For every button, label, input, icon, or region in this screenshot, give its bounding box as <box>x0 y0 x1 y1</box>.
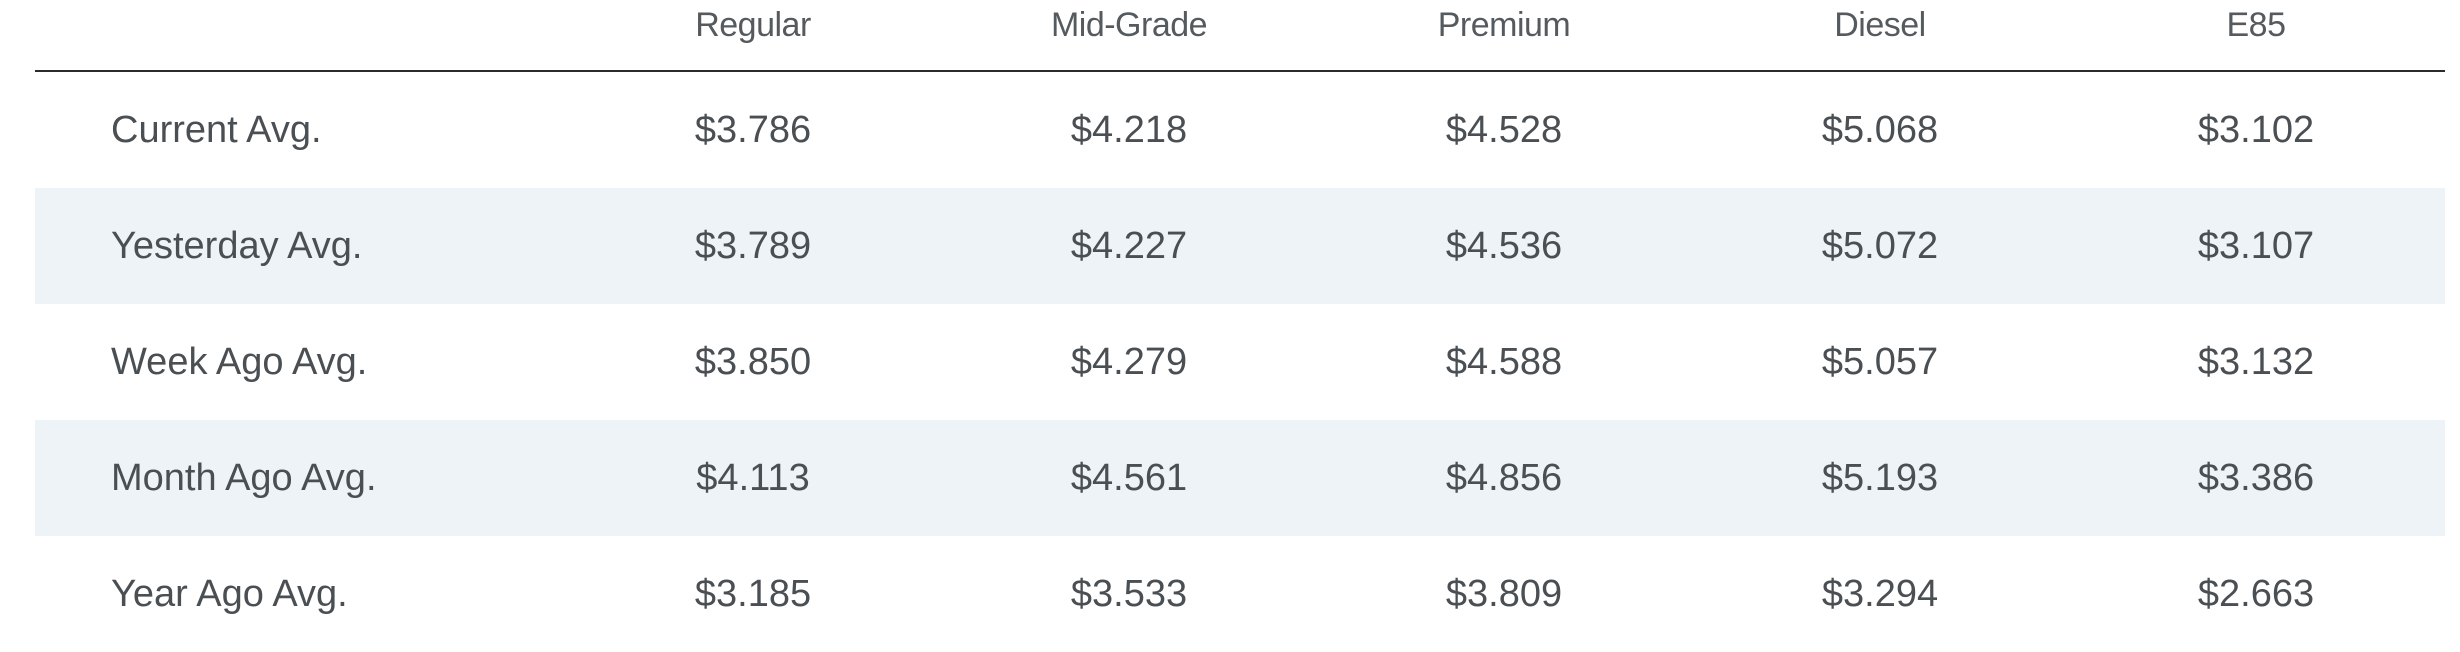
row-label: Year Ago Avg. <box>111 573 348 615</box>
row-label: Yesterday Avg. <box>111 225 363 267</box>
price-cell: $4.218 <box>1070 109 1188 151</box>
table-row: Year Ago Avg. $3.185 $3.533 $3.809 $3.29… <box>35 536 2445 652</box>
row-label: Month Ago Avg. <box>111 457 377 499</box>
price-cell: $3.786 <box>694 109 812 151</box>
column-header-diesel: Diesel <box>1834 6 1926 44</box>
table-row: Month Ago Avg. $4.113 $4.561 $4.856 $5.1… <box>35 420 2445 536</box>
price-cell: $3.107 <box>2197 225 2315 267</box>
price-cell: $4.561 <box>1070 457 1188 499</box>
price-cell: $3.809 <box>1445 573 1563 615</box>
price-cell: $4.279 <box>1070 341 1188 383</box>
price-cell: $5.068 <box>1821 109 1939 151</box>
table-header: Regular Mid-Grade Premium Diesel E85 <box>35 0 2445 72</box>
price-cell: $3.386 <box>2197 457 2315 499</box>
column-header-regular: Regular <box>695 6 811 44</box>
table-row: Yesterday Avg. $3.789 $4.227 $4.536 $5.0… <box>35 188 2445 304</box>
price-cell: $3.102 <box>2197 109 2315 151</box>
row-label: Current Avg. <box>111 109 322 151</box>
price-cell: $4.113 <box>696 457 810 499</box>
table-row: Week Ago Avg. $3.850 $4.279 $4.588 $5.05… <box>35 304 2445 420</box>
price-cell: $3.294 <box>1821 573 1939 615</box>
column-header-mid-grade: Mid-Grade <box>1050 6 1208 44</box>
gas-price-table: Regular Mid-Grade Premium Diesel E85 Cur… <box>35 0 2445 652</box>
price-cell: $5.072 <box>1821 225 1939 267</box>
price-cell: $4.588 <box>1445 341 1563 383</box>
price-cell: $4.528 <box>1445 109 1563 151</box>
price-cell: $3.132 <box>2197 341 2315 383</box>
price-cell: $3.789 <box>694 225 812 267</box>
price-cell: $4.536 <box>1445 225 1563 267</box>
column-header-premium: Premium <box>1437 6 1571 44</box>
row-label: Week Ago Avg. <box>111 341 368 383</box>
price-cell: $3.533 <box>1070 573 1188 615</box>
price-cell: $2.663 <box>2197 573 2315 615</box>
column-header-e85: E85 <box>2226 6 2287 44</box>
price-cell: $5.193 <box>1821 457 1939 499</box>
table-row: Current Avg. $3.786 $4.218 $4.528 $5.068… <box>35 72 2445 188</box>
price-cell: $4.227 <box>1070 225 1188 267</box>
price-cell: $3.850 <box>694 341 812 383</box>
price-cell: $4.856 <box>1445 457 1563 499</box>
price-cell: $5.057 <box>1821 341 1939 383</box>
price-cell: $3.185 <box>694 573 812 615</box>
